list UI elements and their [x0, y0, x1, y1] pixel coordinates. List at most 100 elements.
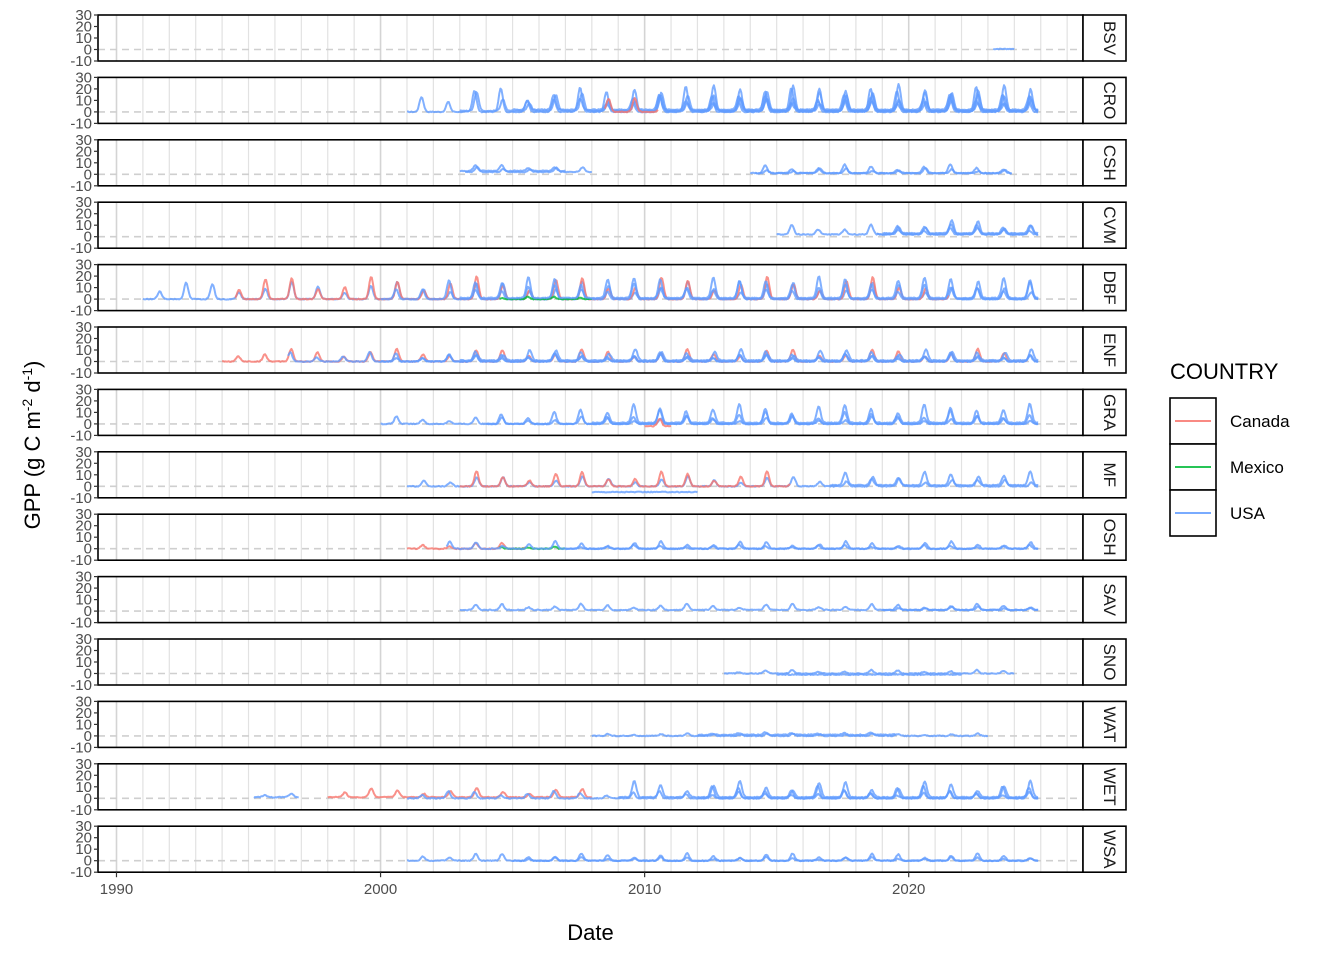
series-line-usa: [992, 47, 1015, 51]
facet-strip-label: CRO: [1100, 82, 1119, 120]
y-tick-label: 0: [84, 42, 92, 59]
y-tick-label: 30: [75, 818, 92, 835]
facet-strip-label: CVM: [1100, 206, 1119, 244]
y-tick-label: 20: [75, 81, 92, 98]
series-line-usa: [723, 668, 1015, 675]
facet-strip-label: WET: [1100, 768, 1119, 806]
y-tick-label: -10: [70, 490, 92, 507]
y-tick-label: 20: [75, 19, 92, 36]
x-axis-title: Date: [567, 920, 613, 945]
y-tick-label: 10: [75, 592, 92, 609]
y-tick-label: 0: [84, 478, 92, 495]
series-line-canada: [644, 418, 672, 428]
x-tick-label: 2010: [628, 881, 661, 898]
y-tick-label: 20: [75, 393, 92, 410]
y-tick-label: 30: [75, 69, 92, 86]
y-axis-title: GPP (g C m-2 d-1): [19, 361, 45, 530]
y-tick-label: 20: [75, 705, 92, 722]
y-tick-label: 30: [75, 381, 92, 398]
y-tick-label: 0: [84, 166, 92, 183]
y-tick-label: 10: [75, 841, 92, 858]
y-tick-label: -10: [70, 303, 92, 320]
legend-item-usa: USA: [1169, 489, 1266, 537]
series-line-usa: [755, 167, 1013, 175]
series-line-usa: [565, 543, 1039, 551]
series-line-usa: [882, 223, 1039, 235]
series-line-usa: [882, 605, 1039, 612]
series-line-usa: [380, 278, 1039, 301]
y-tick-label: 10: [75, 30, 92, 47]
y-axis-title-superscript: -2: [19, 399, 35, 412]
series-line-usa: [591, 402, 1039, 425]
series-line-usa: [697, 785, 1039, 800]
y-tick-label: 20: [75, 143, 92, 160]
x-tick-label: 1990: [100, 881, 133, 898]
y-tick-label: 0: [84, 666, 92, 683]
y-tick-label: 0: [84, 603, 92, 620]
y-tick-label: 30: [75, 319, 92, 336]
y-axis-title-superscript: -1: [19, 368, 35, 381]
facet-strip: [1082, 450, 1127, 499]
series-line-usa: [512, 855, 1039, 863]
y-tick-label: 0: [84, 104, 92, 121]
series-line-usa: [697, 83, 1039, 113]
y-tick-label: 10: [75, 779, 92, 796]
y-tick-label: 10: [75, 155, 92, 172]
x-tick-label: 2000: [364, 881, 397, 898]
y-tick-label: 20: [75, 206, 92, 223]
y-axis-title-part: ): [20, 361, 45, 368]
series-line-canada: [604, 97, 659, 114]
y-tick-label: 30: [75, 506, 92, 523]
y-tick-label: -10: [70, 802, 92, 819]
y-tick-label: 20: [75, 580, 92, 597]
facet-strip-label: DBF: [1100, 271, 1119, 305]
y-tick-label: 20: [75, 268, 92, 285]
y-tick-label: 30: [75, 631, 92, 648]
y-tick-label: 0: [84, 541, 92, 558]
legend-label: Canada: [1230, 412, 1290, 431]
facet-strip-label: SNO: [1100, 644, 1119, 681]
y-tick-label: 20: [75, 331, 92, 348]
y-tick-label: 0: [84, 291, 92, 308]
series-line-usa: [776, 673, 962, 677]
legend-item-canada: Canada: [1169, 397, 1290, 445]
series-line-usa: [591, 490, 698, 494]
series-line-canada: [459, 470, 791, 488]
x-tick-label: 2020: [892, 881, 925, 898]
y-tick-label: 10: [75, 217, 92, 234]
series-line-usa: [464, 165, 592, 174]
y-tick-label: 10: [75, 654, 92, 671]
y-tick-label: -10: [70, 427, 92, 444]
y-tick-label: -10: [70, 739, 92, 756]
y-tick-label: -10: [70, 178, 92, 195]
facet-strip: [1082, 825, 1127, 874]
facet-strip: [1082, 263, 1127, 312]
facet-strip-label: ENF: [1100, 333, 1119, 367]
y-tick-label: -10: [70, 240, 92, 257]
legend-item-mexico: Mexico: [1169, 443, 1284, 491]
y-tick-label: 30: [75, 756, 92, 773]
facet-strip: [1082, 638, 1127, 686]
y-tick-label: -10: [70, 115, 92, 132]
legend-label: Mexico: [1230, 458, 1284, 477]
y-tick-label: 10: [75, 404, 92, 421]
legend-label: USA: [1230, 504, 1266, 523]
series-line-usa: [876, 219, 1039, 236]
y-tick-label: 10: [75, 280, 92, 297]
y-tick-label: -10: [70, 552, 92, 569]
facet-strip-label: SAV: [1100, 583, 1119, 616]
facet-strip-label: GRA: [1100, 394, 1119, 432]
y-tick-label: 0: [84, 728, 92, 745]
facet-strip: [1082, 700, 1127, 749]
series-line-usa: [829, 470, 1039, 487]
